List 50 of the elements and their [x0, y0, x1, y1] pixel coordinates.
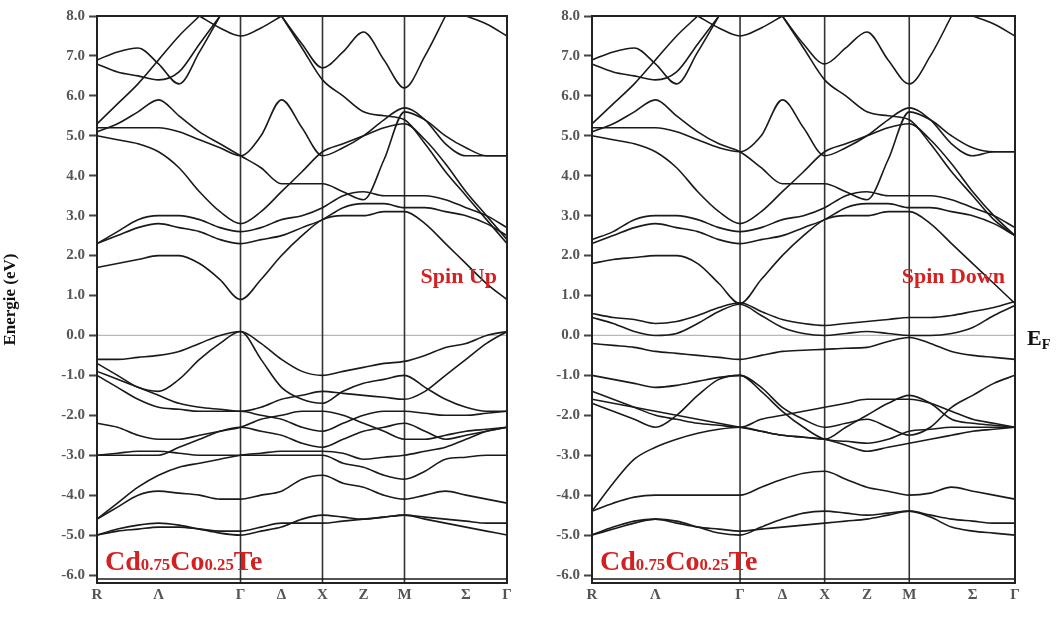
- x-tick-label: Λ: [153, 585, 165, 602]
- x-tick-label: M: [902, 585, 917, 602]
- y-tick-label: 3.0: [66, 206, 85, 223]
- y-axis-title: Energie (eV): [0, 253, 19, 346]
- y-tick-label: 4.0: [561, 166, 580, 183]
- ref-line-label: E$_{F}$: [1027, 325, 1051, 352]
- x-tick-label: Λ: [650, 585, 662, 602]
- y-tick-label: 1.0: [66, 286, 85, 303]
- y-tick-label: 5.0: [66, 126, 85, 143]
- y-tick-label: 7.0: [66, 46, 85, 63]
- y-tick-label: 6.0: [561, 86, 580, 103]
- x-tick-label: X: [317, 585, 329, 602]
- y-tick-label: 0.0: [66, 326, 85, 343]
- y-tick-label: 7.0: [561, 46, 580, 63]
- y-tick-label: -2.0: [556, 406, 580, 423]
- x-tick-label: Δ: [777, 585, 788, 602]
- y-tick-label: -5.0: [61, 525, 85, 542]
- y-tick-label: 5.0: [561, 126, 580, 143]
- y-tick-label: 0.0: [561, 326, 580, 343]
- x-tick-label: X: [819, 585, 831, 602]
- y-tick-label: -3.0: [556, 446, 580, 463]
- x-tick-label: Z: [861, 585, 872, 602]
- x-tick-label: M: [397, 585, 412, 602]
- y-tick-label: -4.0: [61, 486, 85, 503]
- y-tick-label: -4.0: [556, 486, 580, 503]
- x-tick-label: R: [586, 585, 598, 602]
- y-tick-label: 8.0: [561, 6, 580, 23]
- y-tick-label: -3.0: [61, 446, 85, 463]
- x-tick-label: Γ: [735, 585, 745, 602]
- y-tick-label: 4.0: [66, 166, 85, 183]
- y-tick-label: -6.0: [61, 565, 85, 582]
- x-tick-label: Γ: [502, 585, 512, 602]
- x-tick-label: Γ: [235, 585, 246, 602]
- y-tick-label: 2.0: [66, 246, 85, 263]
- y-tick-label: 3.0: [561, 206, 580, 223]
- y-tick-label: -1.0: [556, 366, 580, 383]
- x-tick-label: Σ: [967, 585, 978, 602]
- x-tick-label: Z: [358, 585, 369, 602]
- y-tick-label: 6.0: [66, 86, 85, 103]
- y-tick-label: 8.0: [66, 6, 85, 23]
- x-tick-label: Γ: [1010, 585, 1020, 602]
- y-tick-label: -1.0: [61, 366, 85, 383]
- y-tick-label: 1.0: [561, 286, 580, 303]
- x-tick-label: R: [91, 585, 103, 602]
- y-tick-label: -6.0: [556, 565, 580, 582]
- y-tick-label: -2.0: [61, 406, 85, 423]
- y-tick-label: -5.0: [556, 525, 580, 542]
- x-tick-label: Δ: [276, 585, 287, 602]
- y-tick-label: 2.0: [561, 246, 580, 263]
- x-tick-label: Σ: [461, 585, 472, 602]
